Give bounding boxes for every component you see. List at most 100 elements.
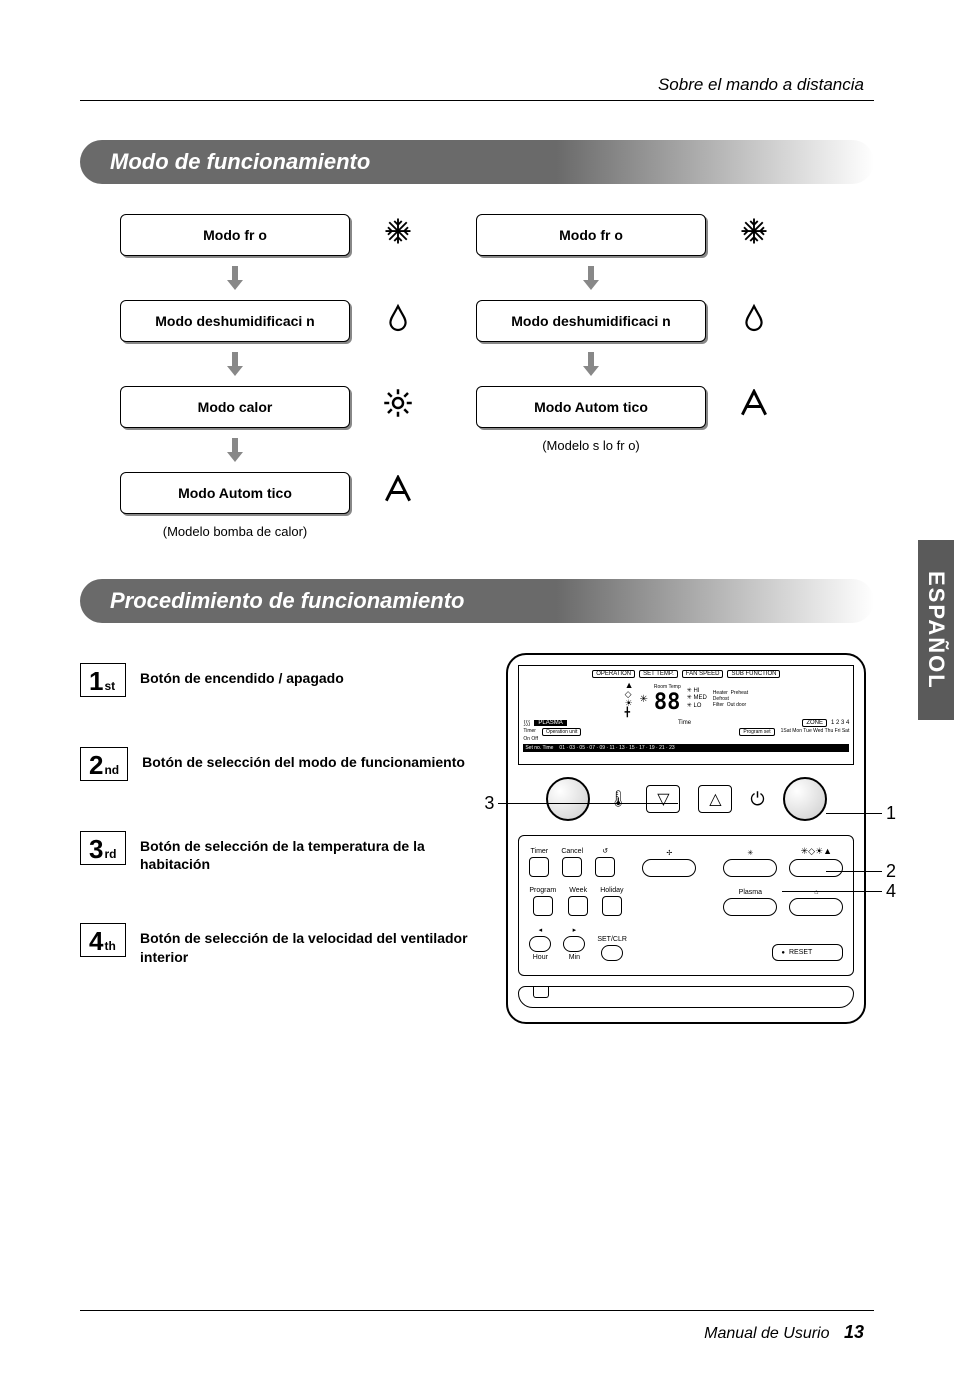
lcd-label: FAN SPEED bbox=[682, 670, 724, 678]
hour-button[interactable] bbox=[529, 936, 551, 952]
step-box: 3rd bbox=[80, 831, 126, 865]
arrow-down-icon bbox=[227, 352, 243, 376]
mode-cool: Modo fr o bbox=[120, 214, 350, 256]
callout-1: 1 bbox=[886, 803, 896, 824]
modes-row: Modo fr o Modo deshumidificaci n Modo ca… bbox=[80, 214, 874, 539]
reset-box: ● RESET bbox=[772, 944, 843, 961]
lcd-zone-nums: 1 2 3 4 bbox=[831, 720, 849, 726]
step-text: Botón de selección del modo de funcionam… bbox=[142, 747, 465, 771]
temp-up-button[interactable]: △ bbox=[698, 785, 732, 813]
snowflake-icon: ✳ bbox=[639, 694, 647, 705]
remote-diagram: 3 1 2 4 OPERATION SET TEMP. FAN SPEED SU… bbox=[506, 653, 874, 1024]
label: Week bbox=[569, 887, 587, 894]
plasma-button[interactable] bbox=[723, 898, 777, 916]
lcd-screen: OPERATION SET TEMP. FAN SPEED SUB FUNCTI… bbox=[518, 665, 854, 765]
fan-icon: ✳ bbox=[747, 849, 753, 857]
lcd-prog-set: Program set bbox=[739, 728, 774, 736]
setclr-button[interactable] bbox=[601, 945, 623, 961]
section1-title: Modo de funcionamiento bbox=[80, 140, 874, 184]
arrow-right-icon: ▸ bbox=[573, 926, 577, 934]
step-box: 2nd bbox=[80, 747, 128, 781]
lcd-label: OPERATION bbox=[592, 670, 635, 678]
header-rule bbox=[80, 100, 874, 101]
remote-foot bbox=[518, 986, 854, 1008]
sun-icon bbox=[380, 388, 416, 426]
footer-label: Manual de Usurio bbox=[704, 1325, 829, 1342]
lower-panel: Timer Cancel ↺ ✢ ✳ ✳◇☀▲ Program Week Hol… bbox=[518, 835, 854, 976]
timer-button[interactable] bbox=[529, 857, 549, 877]
mode-heat: Modo calor bbox=[120, 386, 350, 428]
callout-line bbox=[782, 891, 882, 892]
arrow-down-icon bbox=[583, 352, 599, 376]
auto-a-icon bbox=[736, 389, 772, 425]
step-text: Botón de selección de la temperatura de … bbox=[140, 831, 486, 873]
step-ord: rd bbox=[104, 847, 116, 861]
cancel-button[interactable] bbox=[562, 857, 582, 877]
mode-icons-row: ✳◇☀▲ bbox=[801, 846, 832, 857]
arrow-down-icon bbox=[227, 266, 243, 290]
callout-2: 2 bbox=[886, 861, 896, 882]
dial-left[interactable] bbox=[546, 777, 590, 821]
snowflake-icon bbox=[380, 216, 416, 254]
procedure-body: 1st Botón de encendido / apagado 2nd Bot… bbox=[80, 653, 874, 1024]
step-box: 4th bbox=[80, 923, 126, 957]
airflow-icon: ✢ bbox=[666, 849, 672, 857]
label: Min bbox=[569, 954, 580, 961]
reset-dot-icon: ● bbox=[781, 950, 785, 956]
program-button[interactable] bbox=[533, 896, 553, 916]
cool-only-column: Modo fr o Modo deshumidificaci n Modo Au… bbox=[476, 214, 772, 539]
arrow-left-icon: ◂ bbox=[539, 926, 543, 934]
arrow-down-icon bbox=[227, 438, 243, 462]
reset-label: RESET bbox=[789, 949, 812, 956]
temp-down-button[interactable]: ▽ bbox=[646, 785, 680, 813]
footer-rule bbox=[80, 1310, 874, 1311]
step-ord: st bbox=[104, 679, 115, 693]
power-button[interactable] bbox=[783, 777, 827, 821]
mode-button[interactable] bbox=[789, 859, 843, 877]
swing-icon: ↺ bbox=[602, 847, 608, 855]
label: Program bbox=[529, 887, 556, 894]
arrow-down-icon bbox=[583, 266, 599, 290]
house-button[interactable] bbox=[789, 898, 843, 916]
step-num: 1 bbox=[89, 668, 103, 694]
step-3: 3rd Botón de selección de la temperatura… bbox=[80, 831, 486, 873]
lcd-onoff: On Off bbox=[523, 736, 849, 742]
min-button[interactable] bbox=[563, 936, 585, 952]
week-button[interactable] bbox=[568, 896, 588, 916]
label: Hour bbox=[533, 954, 548, 961]
footer: Manual de Usurio 13 bbox=[704, 1322, 864, 1343]
mode-cool-2: Modo fr o bbox=[476, 214, 706, 256]
section2-title: Procedimiento de funcionamiento bbox=[80, 579, 874, 623]
lcd-time: Time bbox=[571, 720, 799, 726]
step-num: 3 bbox=[89, 836, 103, 862]
holiday-button[interactable] bbox=[602, 896, 622, 916]
thermometer-icon: 🌡 bbox=[608, 789, 628, 809]
lcd-label: SUB FUNCTION bbox=[727, 670, 780, 678]
label: Timer bbox=[531, 848, 549, 855]
remote-body: OPERATION SET TEMP. FAN SPEED SUB FUNCTI… bbox=[506, 653, 866, 1024]
lcd-mode-icons: ▲◇☀╋ bbox=[625, 681, 634, 717]
step-num: 4 bbox=[89, 928, 103, 954]
step-text: Botón de encendido / apagado bbox=[140, 663, 344, 687]
swing-button[interactable] bbox=[595, 857, 615, 877]
step-1: 1st Botón de encendido / apagado bbox=[80, 663, 486, 697]
power-icon: ⏻ bbox=[750, 789, 764, 810]
droplet-icon bbox=[736, 302, 772, 340]
step-ord: th bbox=[104, 939, 115, 953]
page-number: 13 bbox=[844, 1322, 864, 1342]
lcd-label: SET TEMP. bbox=[639, 670, 678, 678]
lcd-timer: Timer bbox=[523, 728, 536, 736]
callout-line bbox=[826, 813, 882, 814]
language-tab: ESPAÑOL bbox=[918, 540, 954, 720]
mode-auto: Modo Autom tico bbox=[120, 472, 350, 514]
callout-line bbox=[826, 871, 882, 872]
mode-dehum-2: Modo deshumidificaci n bbox=[476, 300, 706, 342]
auto-a-icon bbox=[380, 475, 416, 511]
heat-pump-caption: (Modelo bomba de calor) bbox=[163, 524, 308, 539]
steps-list: 1st Botón de encendido / apagado 2nd Bot… bbox=[80, 653, 486, 1024]
callout-line bbox=[498, 803, 678, 804]
airflow-button[interactable] bbox=[642, 859, 696, 877]
mode-auto-2: Modo Autom tico bbox=[476, 386, 706, 428]
fan-speed-button[interactable] bbox=[723, 859, 777, 877]
step-2: 2nd Botón de selección del modo de funci… bbox=[80, 747, 486, 781]
